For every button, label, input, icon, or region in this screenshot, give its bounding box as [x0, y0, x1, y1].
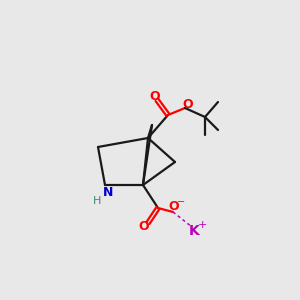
Text: +: +: [197, 220, 207, 230]
Text: −: −: [177, 197, 185, 207]
Text: K: K: [189, 224, 200, 238]
Text: O: O: [169, 200, 179, 214]
Text: O: O: [183, 98, 193, 110]
Text: N: N: [103, 187, 113, 200]
Text: H: H: [93, 196, 101, 206]
Text: O: O: [150, 89, 160, 103]
Text: O: O: [139, 220, 149, 232]
